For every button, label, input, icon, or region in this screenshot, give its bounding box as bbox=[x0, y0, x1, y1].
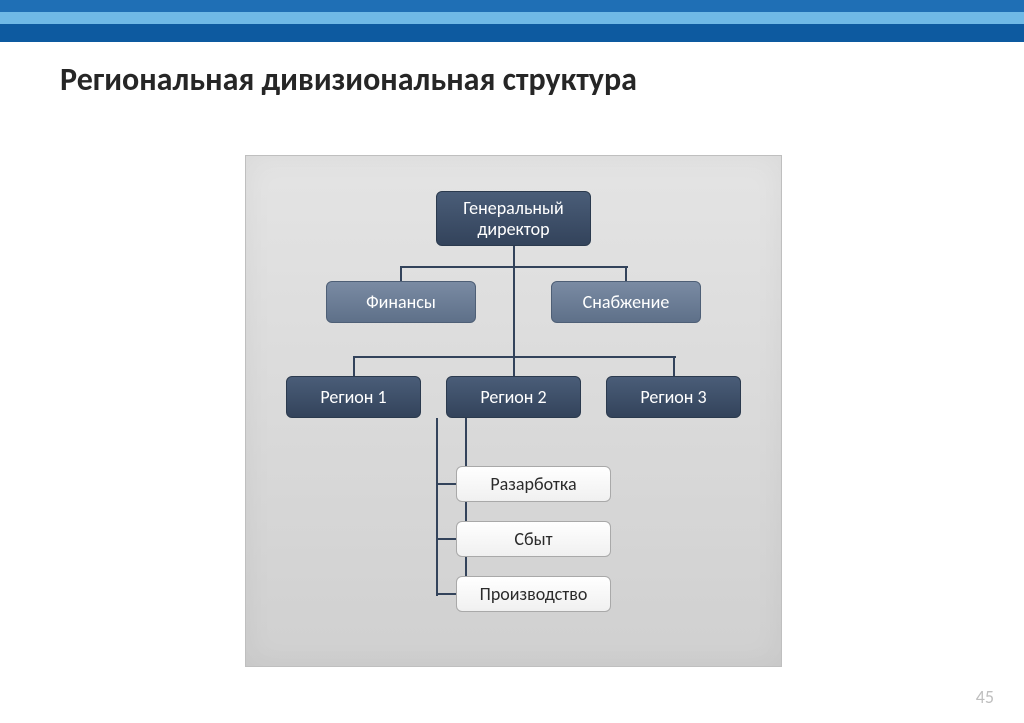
org-chart: Генеральныйдиректор Финансы Снабжение Ре… bbox=[245, 155, 782, 667]
node-r1-label: Регион 1 bbox=[320, 387, 386, 408]
node-prod-label: Производство bbox=[480, 584, 588, 605]
page-title: Региональная дивизиональная структура bbox=[60, 60, 637, 99]
node-fin: Финансы bbox=[326, 281, 476, 323]
page-number: 45 bbox=[976, 686, 994, 708]
header-band-3 bbox=[0, 24, 1024, 42]
node-supply-label: Снабжение bbox=[583, 292, 670, 313]
node-r2-label: Регион 2 bbox=[480, 387, 546, 408]
node-sales: Сбыт bbox=[456, 521, 611, 557]
node-root: Генеральныйдиректор bbox=[436, 191, 591, 246]
node-r3-label: Регион 3 bbox=[640, 387, 706, 408]
node-dev: Разарботка bbox=[456, 466, 611, 502]
node-r3: Регион 3 bbox=[606, 376, 741, 418]
node-sales-label: Сбыт bbox=[514, 529, 552, 550]
node-r2: Регион 2 bbox=[446, 376, 581, 418]
node-supply: Снабжение bbox=[551, 281, 701, 323]
node-root-label: Генеральныйдиректор bbox=[463, 198, 564, 239]
node-prod: Производство bbox=[456, 576, 611, 612]
node-dev-label: Разарботка bbox=[490, 474, 576, 495]
header-band-2 bbox=[0, 12, 1024, 24]
node-fin-label: Финансы bbox=[366, 292, 436, 313]
header-band-1 bbox=[0, 0, 1024, 12]
node-r1: Регион 1 bbox=[286, 376, 421, 418]
